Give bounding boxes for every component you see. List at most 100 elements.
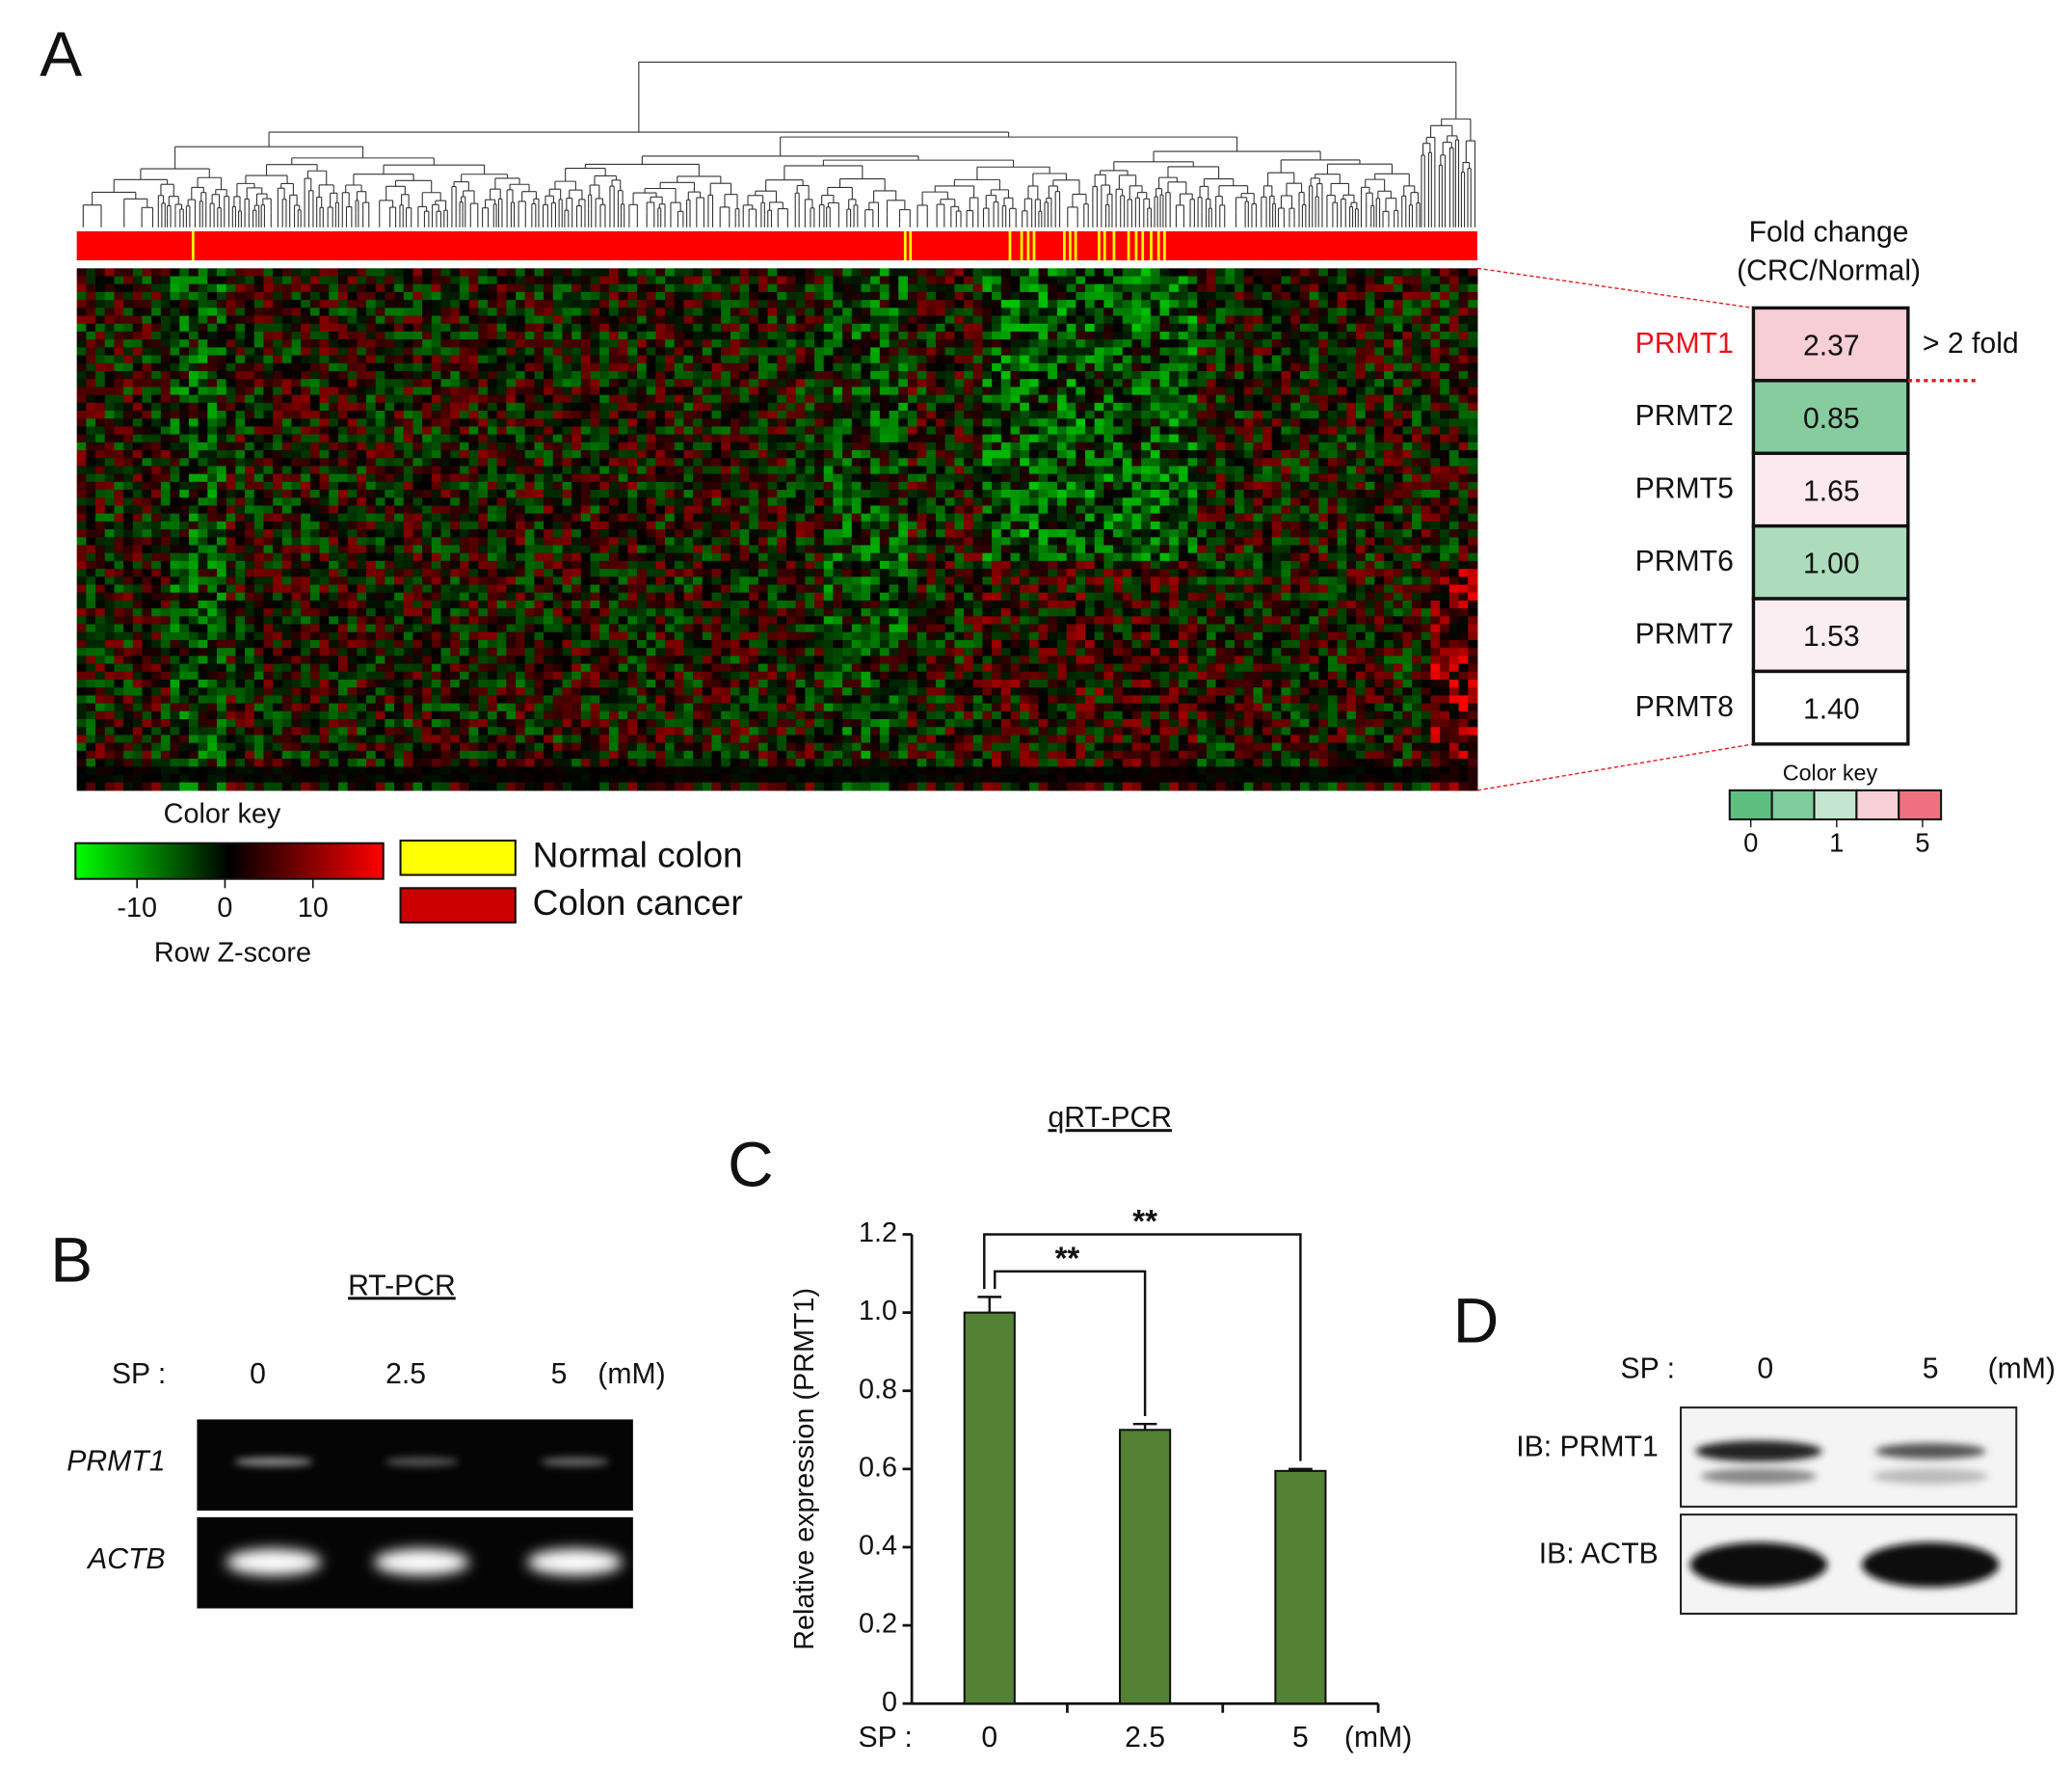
heatmap-cell	[1159, 291, 1170, 301]
heatmap-cell	[245, 394, 255, 404]
heatmap-cell	[1225, 505, 1235, 515]
heatmap-cell	[1103, 268, 1114, 278]
heatmap-cell	[1020, 379, 1030, 388]
heatmap-cell	[1187, 268, 1198, 278]
heatmap-cell	[385, 394, 395, 404]
heatmap-cell	[468, 497, 479, 507]
heatmap-cell	[1337, 331, 1347, 340]
heatmap-cell	[1271, 394, 1283, 404]
heatmap-cell	[1271, 466, 1283, 475]
heatmap-cell	[1048, 426, 1058, 436]
heatmap-cell	[1309, 411, 1319, 419]
heatmap-cell	[114, 473, 124, 483]
heatmap-cell	[618, 497, 628, 507]
heatmap-cell	[160, 308, 172, 317]
heatmap-cell	[777, 394, 787, 404]
heatmap-cell	[309, 315, 321, 325]
heatmap-cell	[1000, 418, 1012, 427]
heatmap-cell	[385, 426, 395, 436]
heatmap-cell	[1066, 418, 1076, 427]
heatmap-cell	[1066, 458, 1076, 467]
heatmap-cell	[1197, 355, 1208, 364]
heatmap-cell	[1131, 473, 1142, 483]
heatmap-cell	[86, 497, 96, 507]
heatmap-cell	[1281, 331, 1291, 340]
heatmap-cell	[1048, 315, 1058, 325]
heatmap-cell	[608, 434, 620, 443]
heatmap-cell	[468, 529, 479, 538]
heatmap-cell	[944, 355, 955, 364]
heatmap-cell	[226, 387, 236, 396]
heatmap-cell	[757, 308, 769, 317]
heatmap-cell	[599, 331, 610, 340]
heatmap-cell	[534, 450, 545, 459]
heatmap-cell	[357, 521, 367, 530]
heatmap-cell	[1299, 339, 1311, 348]
heatmap-cell	[347, 426, 358, 436]
heatmap-cell	[1103, 402, 1114, 412]
heatmap-cell	[170, 529, 180, 538]
heatmap-cell	[170, 426, 180, 436]
heatmap-cell	[440, 315, 451, 325]
heatmap-cell	[487, 347, 498, 357]
heatmap-cell	[366, 283, 377, 293]
heatmap-cell	[627, 394, 638, 404]
heatmap-cell	[785, 268, 797, 278]
heatmap-cell	[95, 387, 106, 396]
heatmap-cell	[1262, 355, 1273, 364]
heatmap-cell	[693, 308, 704, 317]
heatmap-cell	[562, 276, 572, 285]
heatmap-cell	[1271, 355, 1283, 364]
heatmap-cell	[347, 331, 358, 340]
heatmap-cell	[301, 323, 311, 333]
heatmap-cell	[861, 418, 871, 427]
heatmap-cell	[608, 497, 620, 507]
heatmap-cell	[385, 505, 395, 515]
heatmap-cell	[468, 442, 479, 451]
heatmap-cell	[571, 442, 582, 451]
heatmap-cell	[226, 402, 236, 412]
heatmap-cell	[1448, 362, 1460, 372]
heatmap-cell	[879, 355, 890, 364]
heatmap-cell	[749, 379, 759, 388]
heatmap-cell	[123, 505, 134, 515]
heatmap-cell	[253, 323, 264, 333]
heatmap-cell	[309, 276, 321, 285]
heatmap-cell	[982, 434, 993, 443]
heatmap-cell	[599, 513, 610, 522]
heatmap-cell	[599, 268, 610, 278]
heatmap-cell	[944, 308, 955, 317]
heatmap-cell	[674, 308, 684, 317]
heatmap-cell	[1327, 458, 1339, 467]
heatmap-cell	[132, 513, 144, 522]
heatmap-cell	[767, 276, 778, 285]
heatmap-cell	[795, 505, 806, 515]
heatmap-cell	[590, 473, 600, 483]
heatmap-cell	[1421, 402, 1432, 412]
heatmap-cell	[422, 387, 433, 396]
heatmap-cell	[104, 505, 115, 515]
heatmap-cell	[114, 315, 124, 325]
heatmap-cell	[253, 331, 264, 340]
heatmap-cell	[1056, 466, 1068, 475]
heatmap-cell	[394, 418, 405, 427]
heatmap-cell	[777, 466, 787, 475]
heatmap-cell	[1103, 323, 1114, 333]
heatmap-cell	[926, 458, 937, 467]
heatmap-cell	[618, 387, 628, 396]
heatmap-cell	[665, 458, 676, 467]
heatmap-cell	[964, 505, 974, 515]
heatmap-cell	[1048, 291, 1058, 301]
heatmap-cell	[301, 490, 311, 498]
heatmap-cell	[1412, 370, 1422, 380]
heatmap-cell	[86, 434, 96, 443]
heatmap-cell	[954, 418, 965, 427]
heatmap-cell	[394, 505, 405, 515]
heatmap-cell	[907, 339, 918, 348]
heatmap-cell	[665, 466, 676, 475]
heatmap-cell	[749, 347, 759, 357]
heatmap-cell	[1365, 347, 1375, 357]
heatmap-cell	[590, 402, 600, 412]
heatmap-cell	[506, 379, 517, 388]
heatmap-cell	[665, 434, 676, 443]
